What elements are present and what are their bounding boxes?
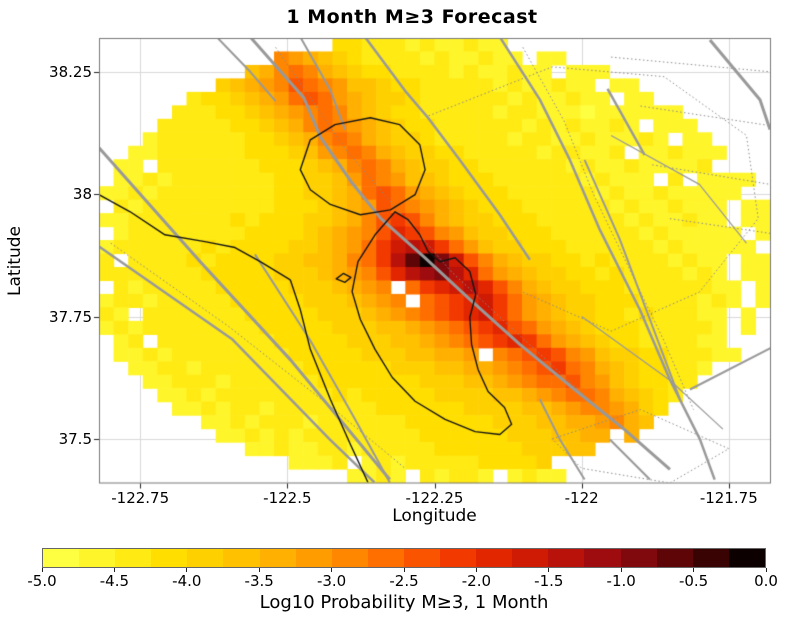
colorbar-segment [476, 549, 513, 567]
colorbar-tick-label: -2.0 [461, 572, 492, 590]
colorbar-segment [367, 549, 404, 567]
colorbar-tick-mark [693, 568, 695, 572]
colorbar-tick-mark [403, 568, 405, 572]
colorbar-tick-mark [620, 568, 622, 572]
y-tick-label: 38.25 [49, 62, 92, 81]
colorbar-segment [620, 549, 657, 567]
x-axis-label: Longitude [392, 506, 477, 526]
colorbar-tick-mark [331, 568, 333, 572]
colorbar-tick-mark [475, 568, 477, 572]
colorbar [42, 548, 766, 568]
colorbar-segment [259, 549, 296, 567]
colorbar-tick-mark [548, 568, 550, 572]
colorbar-tick-mark [41, 568, 43, 572]
colorbar-segment [79, 549, 116, 567]
colorbar-segment [728, 549, 765, 567]
colorbar-tick-label: -2.5 [389, 572, 419, 590]
colorbar-segment [115, 549, 152, 567]
colorbar-segment [331, 549, 368, 567]
colorbar-segment [403, 549, 441, 567]
colorbar-tick-mark [258, 568, 260, 572]
colorbar-tick-label: -1.5 [534, 572, 564, 590]
colorbar-tick-label: -3.5 [244, 572, 274, 590]
colorbar-tick-mark [113, 568, 115, 572]
y-tick-label: 37.75 [49, 307, 92, 326]
colorbar-segment [440, 549, 477, 567]
colorbar-segment [223, 549, 260, 567]
colorbar-segment [295, 549, 332, 567]
colorbar-tick-label: -5.0 [27, 572, 57, 590]
y-tick-label: 38 [72, 185, 92, 204]
colorbar-tick-mark [765, 568, 767, 572]
colorbar-tick-label: -3.0 [316, 572, 347, 590]
colorbar-segment [656, 549, 693, 567]
colorbar-tick-label: -1.0 [606, 572, 636, 590]
colorbar-tick-label: 0.0 [754, 572, 778, 590]
colorbar-tick-label: -4.5 [99, 572, 130, 590]
y-tick-label: 37.5 [58, 429, 92, 448]
colorbar-tick-label: -4.0 [172, 572, 202, 590]
colorbar-segment [584, 549, 621, 567]
colorbar-tick-label: -0.5 [678, 572, 709, 590]
colorbar-segment [43, 549, 80, 567]
chart-title: 1 Month M≥3 Forecast [286, 6, 538, 28]
colorbar-tick-mark [186, 568, 188, 572]
x-tick-label: -122 [564, 489, 599, 507]
colorbar-segment [187, 549, 224, 567]
x-tick-label: -122.5 [263, 489, 312, 507]
colorbar-segment [151, 549, 188, 567]
colorbar-segment [512, 549, 549, 567]
x-tick-label: -122.25 [405, 489, 464, 507]
x-tick-label: -122.75 [111, 489, 170, 507]
colorbar-segment [692, 549, 729, 567]
colorbar-segment [548, 549, 585, 567]
x-tick-label: -121.75 [699, 489, 758, 507]
colorbar-label: Log10 Probability M≥3, 1 Month [259, 592, 549, 613]
